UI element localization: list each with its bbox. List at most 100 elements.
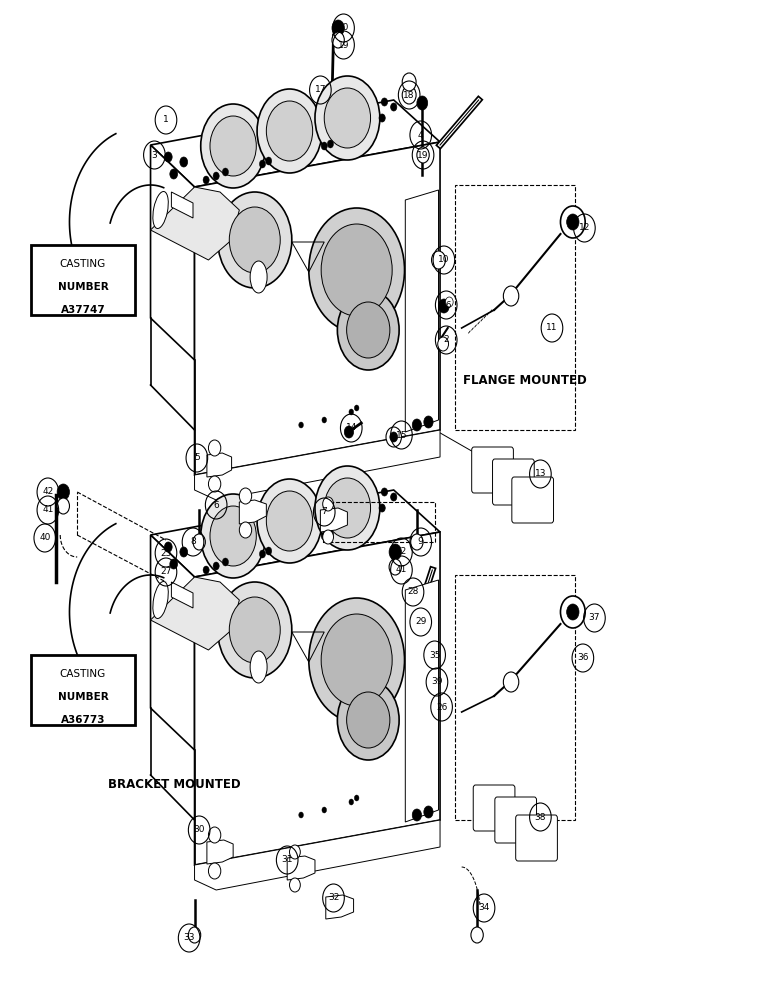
Circle shape <box>417 147 429 163</box>
Circle shape <box>266 101 313 161</box>
Circle shape <box>321 224 392 316</box>
Circle shape <box>208 440 221 456</box>
Circle shape <box>349 799 354 805</box>
Text: 4: 4 <box>418 130 424 139</box>
Circle shape <box>349 409 354 415</box>
Polygon shape <box>239 500 266 524</box>
Circle shape <box>417 96 428 110</box>
Circle shape <box>218 192 292 288</box>
Circle shape <box>324 88 371 148</box>
Text: CASTING: CASTING <box>60 669 106 679</box>
Ellipse shape <box>153 192 168 228</box>
Circle shape <box>323 530 334 544</box>
Text: 26: 26 <box>436 702 447 712</box>
Bar <box>455 575 575 820</box>
Circle shape <box>257 479 322 563</box>
Text: 5: 5 <box>194 454 200 462</box>
Circle shape <box>391 103 397 111</box>
Circle shape <box>210 506 256 566</box>
Polygon shape <box>405 580 438 822</box>
Text: FLANGE MOUNTED: FLANGE MOUNTED <box>463 373 587 386</box>
Circle shape <box>213 562 219 570</box>
Polygon shape <box>287 856 315 880</box>
Circle shape <box>411 534 423 550</box>
FancyBboxPatch shape <box>493 459 534 505</box>
Text: 42: 42 <box>396 548 407 556</box>
Polygon shape <box>151 145 195 360</box>
Circle shape <box>229 597 280 663</box>
Text: 30: 30 <box>194 826 205 834</box>
Circle shape <box>389 544 401 560</box>
FancyBboxPatch shape <box>495 797 537 843</box>
Circle shape <box>327 140 334 148</box>
Text: 31: 31 <box>282 856 293 864</box>
Circle shape <box>445 297 453 307</box>
Circle shape <box>389 559 401 575</box>
Circle shape <box>424 806 433 818</box>
Text: 12: 12 <box>579 224 590 232</box>
Text: 33: 33 <box>184 934 195 942</box>
Circle shape <box>208 476 221 492</box>
Circle shape <box>315 76 380 160</box>
Text: 37: 37 <box>589 613 600 622</box>
Polygon shape <box>320 508 347 532</box>
Polygon shape <box>151 187 239 260</box>
Circle shape <box>201 494 266 578</box>
Circle shape <box>391 493 397 501</box>
Text: 19: 19 <box>338 40 349 49</box>
Circle shape <box>322 417 327 423</box>
Text: 3: 3 <box>151 150 157 159</box>
Text: NUMBER: NUMBER <box>58 692 108 702</box>
Circle shape <box>290 845 300 859</box>
Polygon shape <box>151 490 440 577</box>
Circle shape <box>239 522 252 538</box>
Polygon shape <box>207 840 233 864</box>
Text: 7: 7 <box>321 508 327 516</box>
Text: 27: 27 <box>161 568 171 576</box>
Circle shape <box>57 484 69 500</box>
Circle shape <box>57 498 69 514</box>
Circle shape <box>438 299 449 313</box>
Circle shape <box>379 504 385 512</box>
Circle shape <box>193 534 205 550</box>
Ellipse shape <box>250 651 267 683</box>
Circle shape <box>412 809 422 821</box>
FancyBboxPatch shape <box>472 447 513 493</box>
Circle shape <box>299 422 303 428</box>
Circle shape <box>424 416 433 428</box>
Text: BRACKET MOUNTED: BRACKET MOUNTED <box>108 778 241 792</box>
Circle shape <box>471 927 483 943</box>
Circle shape <box>560 206 585 238</box>
FancyBboxPatch shape <box>516 815 557 861</box>
Ellipse shape <box>250 261 267 293</box>
Bar <box>31 245 135 315</box>
Circle shape <box>259 550 266 558</box>
Polygon shape <box>326 895 354 919</box>
Text: 28: 28 <box>408 587 418 596</box>
Polygon shape <box>171 582 193 608</box>
Ellipse shape <box>153 582 168 618</box>
Circle shape <box>290 878 300 892</box>
Bar <box>31 655 135 725</box>
Text: 8: 8 <box>190 538 196 546</box>
Circle shape <box>327 530 334 538</box>
Polygon shape <box>195 430 440 500</box>
Circle shape <box>438 337 449 351</box>
Circle shape <box>347 302 390 358</box>
Circle shape <box>337 290 399 370</box>
Text: CASTING: CASTING <box>60 259 106 269</box>
Circle shape <box>180 547 188 557</box>
Circle shape <box>213 172 219 180</box>
Circle shape <box>337 680 399 760</box>
Text: 19: 19 <box>418 150 428 159</box>
Circle shape <box>218 582 292 678</box>
Text: 13: 13 <box>535 470 546 479</box>
Circle shape <box>503 286 519 306</box>
Text: 14: 14 <box>346 424 357 432</box>
Text: 41: 41 <box>396 566 407 574</box>
FancyBboxPatch shape <box>473 785 515 831</box>
Text: 41: 41 <box>42 506 53 514</box>
Circle shape <box>203 566 209 574</box>
Circle shape <box>266 547 272 555</box>
Text: 10: 10 <box>438 255 449 264</box>
